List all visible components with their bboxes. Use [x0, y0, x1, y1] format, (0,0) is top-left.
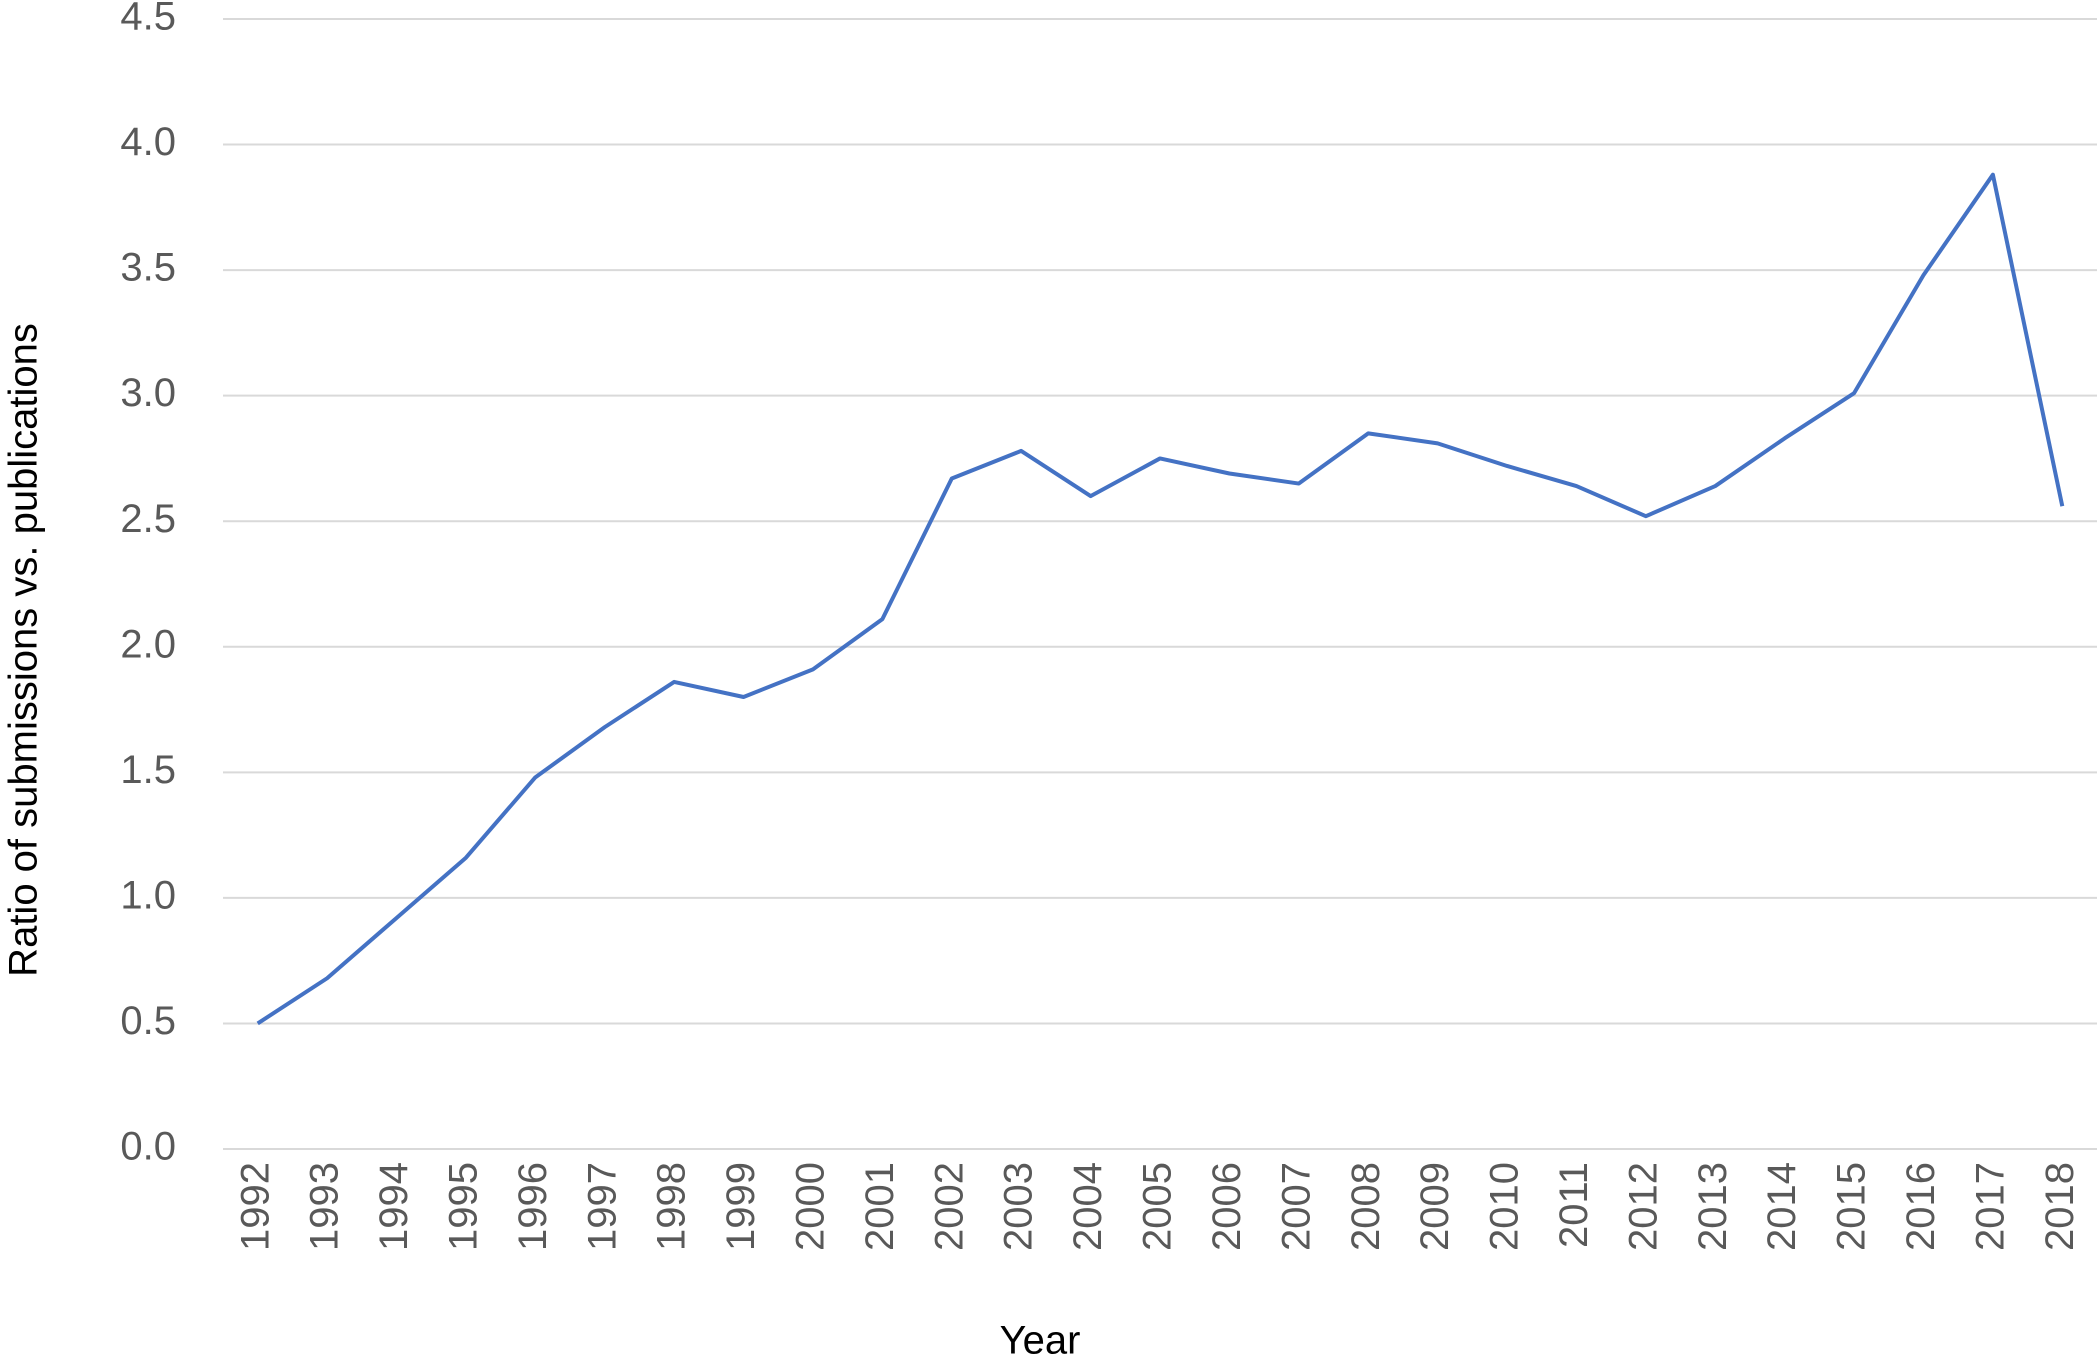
x-tick-label: 2014 [1760, 1162, 1804, 1251]
x-tick-label: 2018 [2038, 1162, 2082, 1251]
x-tick-label: 2017 [1968, 1162, 2012, 1251]
x-axis-title: Year [1000, 1319, 1081, 1363]
y-tick-label: 3.0 [120, 371, 176, 415]
y-tick-label: 0.5 [120, 999, 176, 1043]
y-tick-label: 1.5 [120, 748, 176, 792]
x-tick-label: 1995 [441, 1162, 485, 1251]
x-tick-label: 1998 [650, 1162, 694, 1251]
x-tick-label: 2015 [1830, 1162, 1874, 1251]
x-tick-label: 2013 [1691, 1162, 1735, 1251]
y-tick-label: 3.5 [120, 246, 176, 290]
y-tick-label: 4.5 [120, 0, 176, 39]
y-tick-label: 0.0 [120, 1125, 176, 1169]
x-tick-label: 1993 [303, 1162, 347, 1251]
data-line [256, 172, 2065, 1026]
x-tick-label: 2004 [1066, 1162, 1110, 1251]
x-tick-label: 2005 [1136, 1162, 1180, 1251]
y-tick-label: 4.0 [120, 120, 176, 164]
x-tick-label: 1997 [580, 1162, 624, 1251]
x-tick-label: 2002 [927, 1162, 971, 1251]
y-tick-label: 2.0 [120, 622, 176, 666]
x-tick-label: 2001 [858, 1162, 902, 1251]
x-tick-label: 1996 [511, 1162, 555, 1251]
x-tick-label: 1992 [233, 1162, 277, 1251]
x-tick-label: 2011 [1552, 1162, 1596, 1248]
x-tick-label: 2010 [1483, 1162, 1527, 1251]
y-axis-title: Ratio of submissions vs. publications [2, 323, 46, 977]
x-tick-label: 2003 [997, 1162, 1041, 1251]
y-tick-label: 1.0 [120, 873, 176, 917]
x-tick-label: 2007 [1274, 1162, 1318, 1251]
x-tick-label: 2012 [1621, 1162, 1665, 1251]
x-tick-label: 2009 [1413, 1162, 1457, 1251]
x-tick-label: 2008 [1344, 1162, 1388, 1251]
x-tick-label: 1999 [719, 1162, 763, 1251]
x-tick-label: 2016 [1899, 1162, 1943, 1251]
y-tick-label: 2.5 [120, 497, 176, 541]
x-tick-label: 2000 [789, 1162, 833, 1251]
x-tick-label: 2006 [1205, 1162, 1249, 1251]
x-tick-label: 1994 [372, 1162, 416, 1251]
